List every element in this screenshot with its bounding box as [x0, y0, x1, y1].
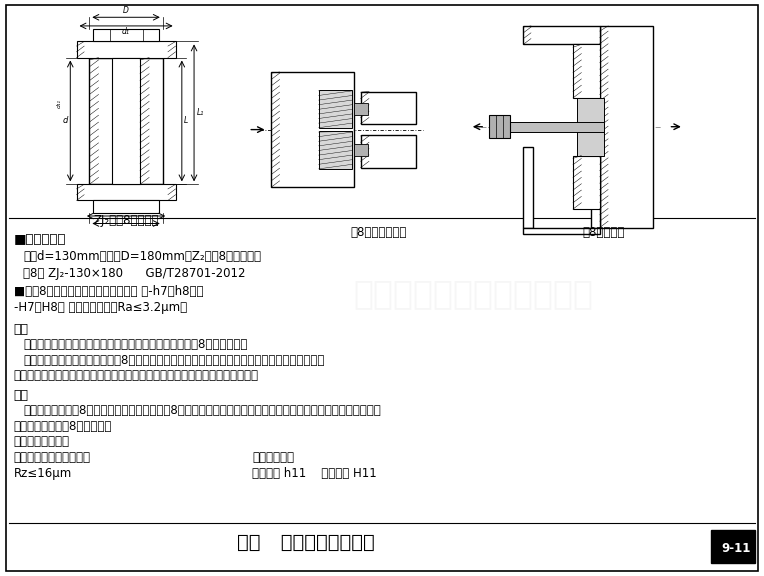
Bar	[319, 131, 352, 169]
Text: 一次精车就能达到的精度: 一次精车就能达到的精度	[14, 451, 91, 464]
Bar	[354, 103, 367, 115]
Bar	[523, 228, 600, 234]
Bar	[523, 26, 600, 44]
Bar	[573, 44, 600, 98]
Text: 内径d=130mm，外径D=180mm的Z₂型耒8紧联结套：: 内径d=130mm，外径D=180mm的Z₂型耒8紧联结套：	[23, 250, 261, 263]
Text: L₁: L₁	[196, 108, 203, 117]
Text: 耒8套 ZJ₂-130×180      GB/T28701-2012: 耒8套 ZJ₂-130×180 GB/T28701-2012	[23, 267, 245, 281]
Text: ■与耒8紧联结套联结的轴、孔公差： 轴-h7或h8；孔: ■与耒8紧联结套联结的轴、孔公差： 轴-h7或h8；孔	[14, 285, 203, 298]
Text: d: d	[63, 116, 68, 126]
Bar	[319, 90, 352, 128]
Bar	[489, 115, 510, 138]
Bar	[354, 145, 367, 156]
Text: Rz≤16μm: Rz≤16μm	[14, 467, 72, 480]
Text: 用扁力扯手均匀地按对角拧紧耒8紧螺钉，分几遍拧紧，直到拧紧力矩达到表格的拧紧力矩要求。: 用扁力扯手均匀地按对角拧紧耒8紧螺钉，分几遍拧紧，直到拧紧力矩达到表格的拧紧力矩…	[23, 354, 324, 367]
Text: 正通   中国人自己的品牌: 正通 中国人自己的品牌	[237, 533, 374, 552]
Text: d₁: d₁	[122, 27, 130, 36]
Text: 耒8套的应用安装: 耒8套的应用安装	[350, 226, 406, 239]
Bar	[89, 58, 163, 184]
Bar	[508, 122, 604, 132]
Bar	[361, 92, 416, 124]
Text: 拆卸: 拆卸	[14, 389, 29, 402]
Text: 9-11: 9-11	[721, 542, 750, 555]
Bar	[600, 26, 653, 228]
Bar	[76, 184, 176, 200]
Bar	[361, 135, 416, 168]
Text: 公差、表面粗糙度: 公差、表面粗糙度	[14, 435, 70, 449]
Bar	[112, 58, 140, 184]
Bar	[573, 156, 600, 209]
Text: d₁₁: d₁₁	[57, 99, 61, 108]
Text: 清洁轴和轴套的接触面，并在表面涂上少许薄油。放入耒8紧套和压板。: 清洁轴和轴套的接触面，并在表面涂上少许薄油。放入耒8紧套和压板。	[23, 338, 248, 351]
Bar	[591, 147, 600, 228]
Text: 均匀拧松所有的耒8紧螺钉，在通常情况下，耒8紧套是自动脱开，否则轻轻用锤子敟击脱开的螺钉以推出后锥环。: 均匀拧松所有的耒8紧螺钉，在通常情况下，耒8紧套是自动脱开，否则轻轻用锤子敟击脱…	[23, 404, 380, 418]
Bar	[93, 200, 159, 213]
Bar	[93, 29, 159, 41]
Text: -H7或H8； 表面粗糙度均为Ra≤3.2μm。: -H7或H8； 表面粗糙度均为Ra≤3.2μm。	[14, 301, 187, 314]
Text: 装配: 装配	[14, 323, 29, 336]
Text: 使用拆卸螺纹将耒8紧套拉出。: 使用拆卸螺纹将耒8紧套拉出。	[14, 420, 112, 433]
Bar	[76, 41, 176, 58]
Text: 最大允许公差: 最大允许公差	[252, 451, 294, 464]
Bar	[271, 72, 354, 187]
Text: ■标记示例：: ■标记示例：	[14, 233, 66, 246]
Text: 轴的公差 h11    孔的公差 H11: 轴的公差 h11 孔的公差 H11	[252, 467, 377, 480]
Text: D: D	[123, 6, 129, 15]
Bar	[577, 98, 604, 156]
Text: L: L	[184, 116, 189, 126]
Text: 注意：不要使用任何含有镂硫化物的油、高压油或会大大降低摩擦系数的油脂。: 注意：不要使用任何含有镂硫化物的油、高压油或会大大降低摩擦系数的油脂。	[14, 369, 259, 382]
Bar	[711, 530, 755, 563]
Text: ZJ₂型耒8紧联结套: ZJ₂型耒8紧联结套	[93, 214, 159, 228]
Text: 耒8套的拆卸: 耒8套的拆卸	[582, 226, 625, 239]
Bar	[523, 147, 533, 228]
Text: 武汉正通传动技术有限公司: 武汉正通传动技术有限公司	[354, 277, 594, 310]
